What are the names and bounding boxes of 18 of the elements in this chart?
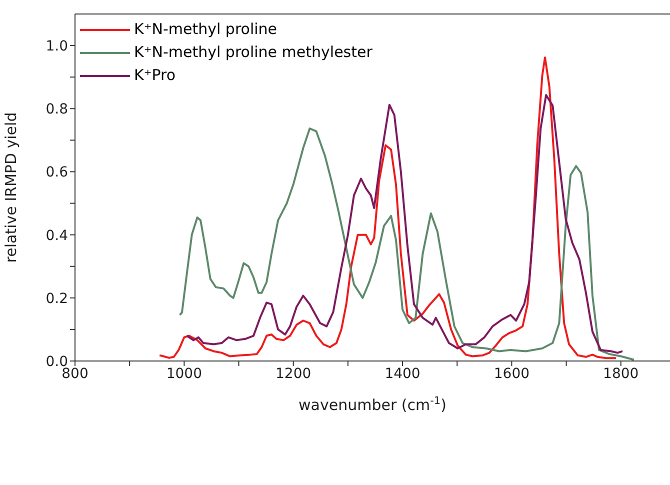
- y-tick-label: 0.6: [46, 164, 68, 181]
- x-tick-label: 800: [62, 366, 88, 382]
- x-tick-label: 1200: [276, 366, 312, 382]
- y-tick-label: 1.0: [46, 38, 68, 55]
- y-tick-label: 0.8: [46, 102, 68, 118]
- x-axis-title: wavenumber (cm$^{-1}$): [298, 395, 446, 414]
- legend-label: K⁺Pro: [134, 65, 176, 86]
- x-tick-label: 1400: [384, 366, 420, 382]
- x-tick-label: 1000: [166, 366, 202, 382]
- line-series: [178, 128, 635, 361]
- x-tick-label: 1600: [494, 366, 530, 382]
- y-tick-label: 0.4: [46, 228, 68, 244]
- x-tick-label: 1800: [603, 366, 639, 382]
- y-tick-label: 0.2: [46, 290, 68, 307]
- legend-label: K⁺N-methyl proline methylester: [134, 42, 372, 63]
- y-axis-title: relative IRMPD yield: [2, 112, 20, 263]
- line-series: [186, 94, 624, 354]
- legend-label: K⁺N-methyl proline: [134, 19, 278, 40]
